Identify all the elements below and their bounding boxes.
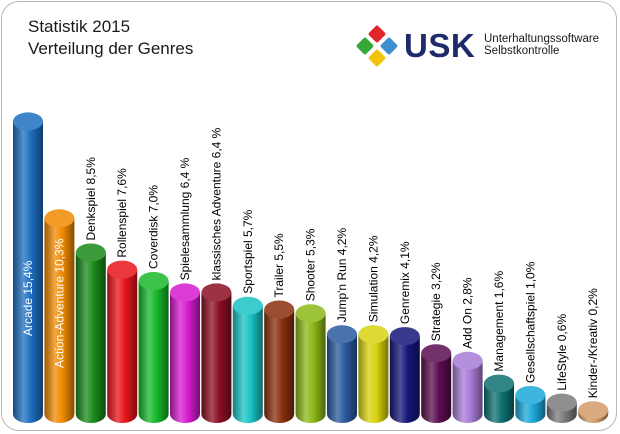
bar-label: Kinder-/Kreativ 0,2% (586, 288, 600, 398)
bar-label: Denkspiel 8,5% (84, 157, 98, 241)
bar-label: LifeStyle 0,6% (555, 314, 569, 391)
bar-15: Management 1,6% (484, 271, 514, 423)
bar-cap (452, 351, 483, 370)
bar-body (484, 383, 514, 423)
logo-wordmark: USK (404, 27, 476, 64)
bar-16: Gesellschaftspiel 1,0% (515, 261, 546, 423)
bar-body (201, 292, 232, 423)
bar-cap (295, 304, 326, 323)
bar-cap (107, 260, 138, 279)
bar-body (421, 353, 452, 423)
bar-cap (546, 393, 577, 412)
bar-17: LifeStyle 0,6% (546, 314, 577, 423)
bar-label: Action-Adventure 10,3% (52, 238, 66, 368)
bar-label: Sportspiel 5,7% (241, 209, 255, 293)
bar-cap (578, 401, 609, 420)
bar-cap (515, 386, 546, 404)
usk-logo-mark (356, 25, 398, 67)
bar-body (170, 292, 200, 423)
logo-tile-red (368, 25, 386, 43)
bar-8: Trailer 5,5% (264, 233, 295, 423)
bar-12: Genremix 4,1% (389, 241, 420, 423)
bar-cap (201, 283, 232, 302)
bar-label: Jump'n Run 4,2% (335, 228, 349, 323)
bar-cap (358, 325, 389, 344)
bar-body (75, 252, 106, 423)
bar-cap (232, 296, 263, 315)
bar-5: Spielesammlung 6,4 % (170, 157, 200, 423)
bar-6: klassisches Adventure 6,4 % (201, 127, 232, 423)
bar-body (327, 334, 357, 423)
bar-body (264, 309, 295, 423)
bar-cap (421, 344, 452, 363)
bar-label: Arcade 15,4% (21, 260, 35, 336)
bar-cap (44, 209, 75, 228)
bar-7: Sportspiel 5,7% (232, 209, 263, 423)
bar-cap (389, 327, 420, 346)
bar-label: Spielesammlung 6,4 % (178, 157, 192, 280)
bar-4: Coverdisk 7,0% (138, 185, 169, 423)
bar-label: Management 1,6% (492, 271, 506, 372)
bar-cap (13, 112, 43, 131)
logo-tile-green (356, 37, 374, 55)
bar-body (295, 313, 326, 423)
bar-13: Strategie 3,2% (421, 262, 452, 423)
bar-body (44, 218, 75, 423)
bar-body (389, 336, 420, 423)
bar-14: Add On 2,8% (452, 277, 483, 423)
bar-cap (170, 283, 200, 302)
logo-line-2: Selbstkontrolle (484, 45, 560, 57)
bar-cap (264, 300, 295, 319)
bar-cap (75, 243, 106, 262)
bar-cap (138, 272, 169, 290)
logo-tile-yellow (368, 49, 386, 67)
chart-title: Statistik 2015 (28, 17, 131, 36)
bar-body (452, 360, 483, 423)
logo-line-1: Unterhaltungssoftware (484, 33, 600, 45)
bar-label: Trailer 5,5% (272, 233, 286, 298)
bar-label: Gesellschaftspiel 1,0% (523, 261, 537, 383)
title-block: Statistik 2015 Verteilung der Genres (28, 16, 193, 60)
bar-18: Kinder-/Kreativ 0,2% (578, 288, 609, 423)
bar-cap (327, 325, 357, 344)
bar-10: Jump'n Run 4,2% (327, 228, 357, 423)
bar-0: Arcade 15,4% (13, 112, 43, 424)
bar-3: Rollenspiel 7,6% (107, 168, 138, 423)
bar-9: Shooter 5,3% (295, 228, 326, 423)
bar-label: Shooter 5,3% (304, 228, 318, 301)
bar-body (358, 334, 389, 423)
usk-logo: USK Unterhaltungssoftware Selbstkontroll… (354, 24, 604, 68)
bar-label: klassisches Adventure 6,4 % (209, 127, 223, 280)
bar-cap (484, 374, 514, 393)
bar-label: Simulation 4,2% (366, 235, 380, 322)
bar-body (232, 305, 263, 423)
bar-1: Action-Adventure 10,3% (44, 209, 75, 423)
bar-body (13, 121, 43, 424)
bar-11: Simulation 4,2% (358, 235, 389, 423)
bar-label: Coverdisk 7,0% (147, 185, 161, 269)
chart-subtitle: Verteilung der Genres (28, 39, 194, 58)
bar-label: Genremix 4,1% (398, 241, 412, 324)
bar-label: Rollenspiel 7,6% (115, 168, 129, 258)
bar-body (138, 281, 169, 423)
bar-label: Strategie 3,2% (429, 262, 443, 341)
logo-tile-blue (380, 37, 398, 55)
bar-label: Add On 2,8% (461, 277, 475, 349)
bar-2: Denkspiel 8,5% (75, 157, 106, 423)
bar-body (107, 269, 138, 423)
